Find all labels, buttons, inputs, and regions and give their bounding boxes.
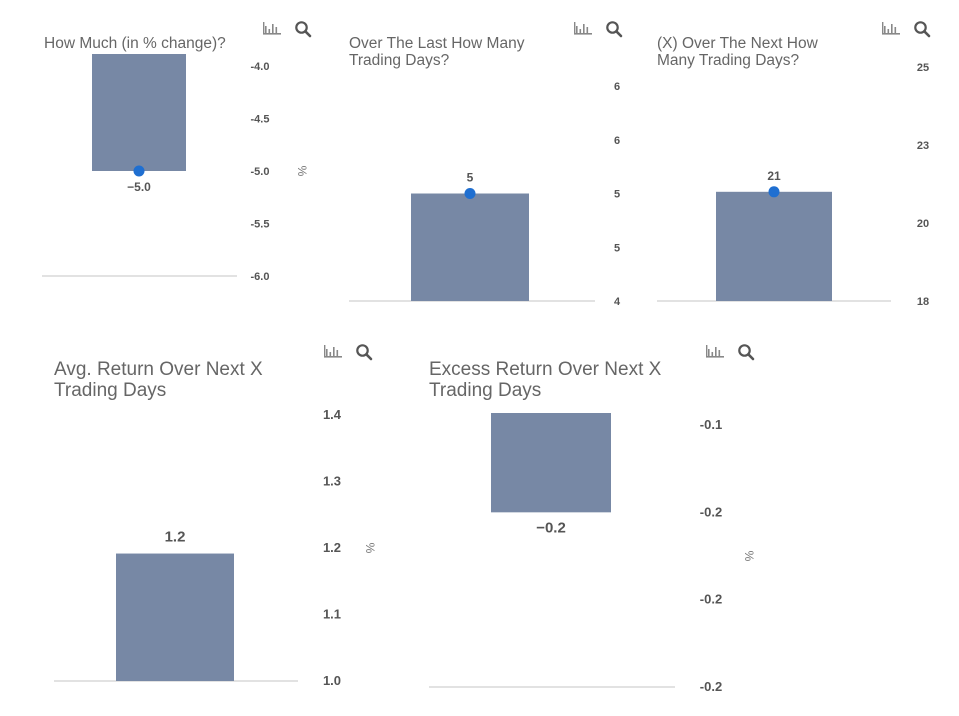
chart-plot: 6 6 5 5 4 5: [349, 81, 621, 308]
y-tick-label: -0.2: [700, 679, 722, 694]
value-marker[interactable]: [464, 188, 476, 199]
chart-panel-excess-return: Excess Return Over Next X Trading Days -0…: [415, 335, 775, 705]
y-tick-label: 23: [917, 140, 929, 152]
y-tick-label: 1.0: [323, 673, 341, 688]
data-label: 5: [467, 171, 474, 185]
chart-toolbar: [262, 20, 312, 38]
bar-chart-icon[interactable]: [262, 21, 282, 37]
chart-panel-how-much: How Much (in % change)? -4.0 -4.5 -5.0 -5.5…: [30, 10, 320, 310]
data-label: −5.0: [127, 180, 151, 194]
y-axis-unit-label: %: [363, 543, 377, 554]
value-marker[interactable]: [768, 186, 780, 198]
chart-plot: -0.1 -0.2 -0.2 -0.2% −0.2: [429, 413, 756, 694]
bar[interactable]: [716, 191, 832, 301]
bar-chart-icon[interactable]: [705, 344, 725, 360]
chart-title-line-2: Trading Days?: [349, 52, 450, 70]
chart-title: How Much (in % change)?: [44, 35, 226, 52]
y-tick-label: 1.3: [323, 474, 341, 489]
y-axis-unit-label: %: [742, 551, 756, 562]
chart-title: Over The Last How Many Trading Days?: [349, 35, 524, 69]
bar[interactable]: [92, 54, 186, 171]
data-label: −0.2: [536, 519, 566, 536]
y-tick-label: -5.0: [251, 166, 270, 178]
chart-title: (X) Over The Next How Many Trading Days?: [657, 35, 818, 69]
chart-toolbar: [323, 343, 373, 361]
chart-title: Avg. Return Over Next X Trading Days: [54, 359, 263, 402]
y-tick-label: -0.1: [700, 417, 722, 432]
bar-chart-icon[interactable]: [881, 21, 901, 37]
y-tick-label: 25: [917, 62, 929, 74]
data-label: 1.2: [165, 529, 186, 546]
search-icon[interactable]: [737, 343, 755, 361]
chart-toolbar: [705, 343, 755, 361]
bar[interactable]: [116, 553, 234, 681]
chart-panel-avg-return: Avg. Return Over Next X Trading Days 1.4 1…: [40, 335, 400, 705]
y-tick-label: -0.2: [700, 504, 722, 519]
chart-title-line-1: Over The Last How Many: [349, 35, 525, 52]
search-icon[interactable]: [913, 20, 931, 38]
chart-toolbar: [881, 20, 931, 38]
y-tick-label: 5: [614, 189, 620, 201]
y-tick-label: -6.0: [251, 271, 270, 283]
y-tick-label: -4.5: [251, 114, 270, 126]
y-tick-label: 20: [917, 218, 929, 230]
search-icon[interactable]: [605, 20, 623, 38]
chart-panel-last-days: Over The Last How Many Trading Days? 6 6 5 5…: [335, 10, 640, 310]
y-tick-label: 6: [614, 81, 620, 93]
chart-toolbar: [573, 20, 623, 38]
y-tick-label: 5: [614, 242, 620, 254]
y-tick-label: 1.1: [323, 607, 341, 622]
y-tick-label: 4: [614, 296, 621, 308]
chart-title-line-1: Excess Return Over Next X: [429, 359, 662, 380]
y-tick-label: 1.2: [323, 540, 341, 555]
chart-title-line-2: Trading Days: [54, 379, 167, 401]
data-label: 21: [767, 169, 781, 183]
y-tick-label: 1.4: [323, 407, 342, 422]
chart-plot: 1.4 1.3 1.2 1.1 1.0% 1.2: [54, 407, 377, 688]
value-marker[interactable]: [133, 165, 145, 177]
y-tick-label: 6: [614, 135, 620, 147]
search-icon[interactable]: [355, 343, 373, 361]
chart-title-line-1: (X) Over The Next How: [657, 35, 818, 52]
y-tick-label: -5.5: [251, 219, 270, 231]
chart-plot: 25 23 20 18 21: [657, 62, 929, 308]
bar[interactable]: [491, 413, 611, 513]
chart-title-line-2: Trading Days: [429, 379, 542, 401]
bar-chart-icon[interactable]: [573, 21, 593, 37]
bar-chart-icon[interactable]: [323, 344, 343, 360]
y-tick-label: -0.2: [700, 592, 722, 607]
chart-plot: -4.0 -4.5 -5.0 -5.5 -6.0% −5.0: [42, 54, 309, 283]
chart-title-line-2: Many Trading Days?: [657, 52, 800, 70]
y-tick-label: 18: [917, 296, 929, 308]
bar[interactable]: [411, 193, 529, 302]
chart-title-line-1: Avg. Return Over Next X: [54, 359, 263, 380]
chart-panel-next-days: (X) Over The Next How Many Trading Days? …: [643, 10, 943, 310]
search-icon[interactable]: [294, 20, 312, 38]
y-axis-unit-label: %: [295, 166, 309, 177]
chart-title: Excess Return Over Next X Trading Days: [429, 359, 662, 402]
chart-title-line-1: How Much (in % change)?: [44, 35, 226, 52]
y-tick-label: -4.0: [251, 61, 270, 73]
